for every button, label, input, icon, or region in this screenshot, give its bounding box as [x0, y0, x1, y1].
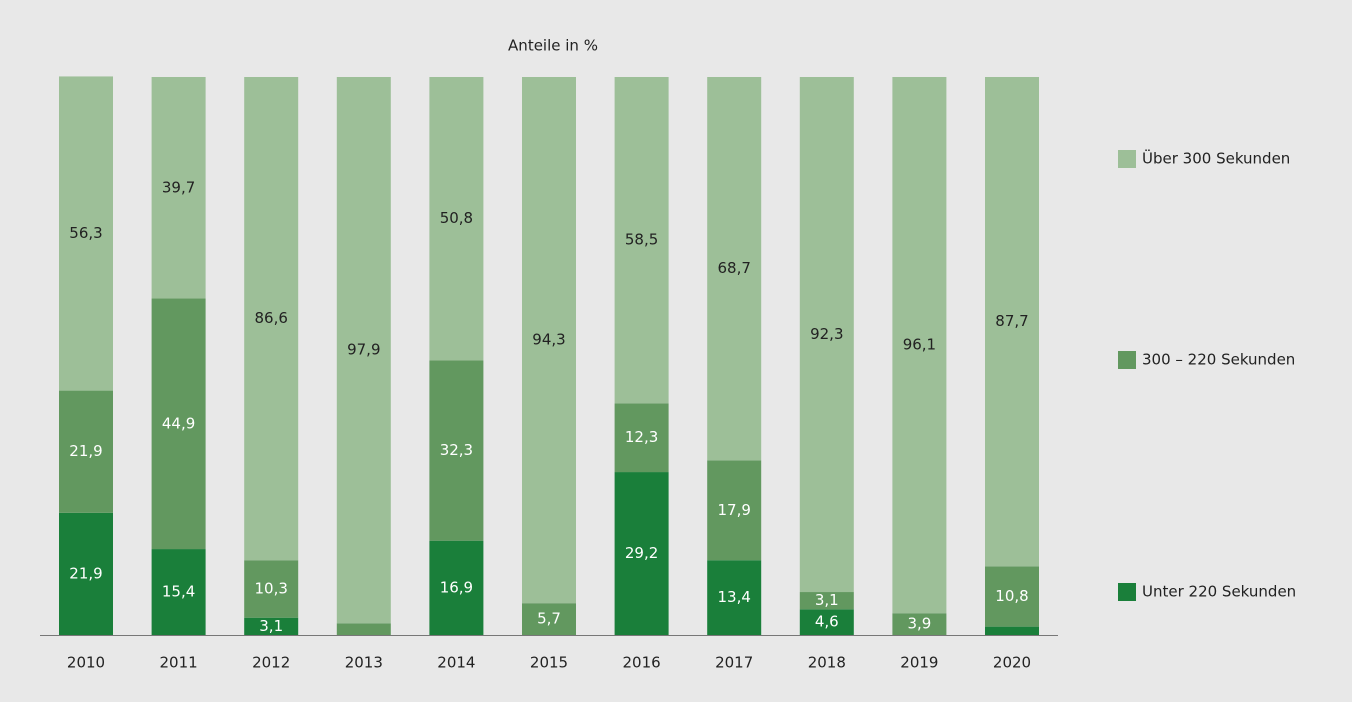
- bar-segment: [985, 77, 1039, 567]
- chart-title: Anteile in %: [508, 37, 598, 55]
- bar-segment: [707, 560, 762, 635]
- bar-segment: [59, 390, 113, 513]
- bar-segment: [429, 77, 484, 361]
- x-tick-label: 2014: [437, 654, 475, 672]
- bar-segment: [985, 566, 1039, 627]
- data-label: 96,1: [903, 336, 936, 354]
- bar-segment: [59, 512, 113, 635]
- legend-swatch: [1118, 150, 1136, 168]
- data-label: 44,9: [162, 414, 195, 432]
- data-label: 3,1: [259, 617, 283, 635]
- bar-segment: [59, 76, 113, 391]
- data-label: 50,8: [440, 209, 473, 227]
- bar-segment: [151, 298, 206, 550]
- data-label: 16,9: [440, 578, 473, 596]
- bar-segment: [429, 540, 484, 635]
- bar-segment: [151, 549, 206, 635]
- x-tick-label: 2012: [252, 654, 290, 672]
- data-label: 10,8: [995, 587, 1028, 605]
- legend-label: 300 – 220 Sekunden: [1142, 351, 1295, 369]
- data-label: 56,3: [69, 224, 102, 242]
- data-label: 92,3: [810, 325, 843, 343]
- x-tick-label: 2016: [623, 654, 661, 672]
- x-tick-label: 2010: [67, 654, 105, 672]
- x-tick-label: 2011: [160, 654, 198, 672]
- data-label: 39,7: [162, 178, 195, 196]
- bar-segment: [614, 77, 669, 404]
- data-label: 4,6: [815, 613, 839, 631]
- data-label: 13,4: [717, 588, 750, 606]
- data-label: 3,1: [815, 591, 839, 609]
- bar-segment: [244, 617, 299, 635]
- data-label: 86,6: [254, 309, 287, 327]
- bar-segment: [522, 77, 576, 604]
- data-label: 32,3: [440, 441, 473, 459]
- bar-segment: [522, 603, 576, 635]
- x-tick-label: 2017: [715, 654, 753, 672]
- x-tick-label: 2019: [900, 654, 938, 672]
- data-label: 12,3: [625, 428, 658, 446]
- legend-swatch: [1118, 583, 1136, 601]
- data-label: 21,9: [69, 564, 102, 582]
- bar-segment: [151, 77, 206, 299]
- bar-segment: [429, 360, 484, 541]
- bar-segment: [707, 77, 762, 461]
- bar-segment: [336, 623, 391, 635]
- data-label: 87,7: [995, 312, 1028, 330]
- bar-segment: [985, 626, 1039, 635]
- legend-label: Unter 220 Sekunden: [1142, 583, 1296, 601]
- x-tick-label: 2013: [345, 654, 383, 672]
- bar-segment: [244, 77, 299, 561]
- data-label: 29,2: [625, 544, 658, 562]
- data-label: 68,7: [717, 259, 750, 277]
- bar-segment: [799, 592, 854, 610]
- data-label: 97,9: [347, 341, 380, 359]
- data-label: 94,3: [532, 331, 565, 349]
- data-label: 15,4: [162, 583, 195, 601]
- bar-segment: [336, 77, 391, 624]
- data-label: 10,3: [254, 579, 287, 597]
- data-label: 3,9: [907, 615, 931, 633]
- data-label: 5,7: [537, 610, 561, 628]
- x-tick-label: 2020: [993, 654, 1031, 672]
- bar-segment: [892, 613, 947, 635]
- x-tick-label: 2018: [808, 654, 846, 672]
- bar-segment: [799, 609, 854, 635]
- x-tick-label: 2015: [530, 654, 568, 672]
- bar-segment: [614, 403, 669, 473]
- bar-segment: [799, 77, 854, 593]
- bar-segment: [707, 460, 762, 561]
- data-label: 58,5: [625, 231, 658, 249]
- data-label: 17,9: [717, 501, 750, 519]
- bar-segment: [892, 77, 947, 614]
- bar-segment: [614, 472, 669, 635]
- bar-segment: [244, 560, 299, 618]
- data-label: 21,9: [69, 442, 102, 460]
- legend-swatch: [1118, 351, 1136, 369]
- legend-label: Über 300 Sekunden: [1142, 149, 1290, 168]
